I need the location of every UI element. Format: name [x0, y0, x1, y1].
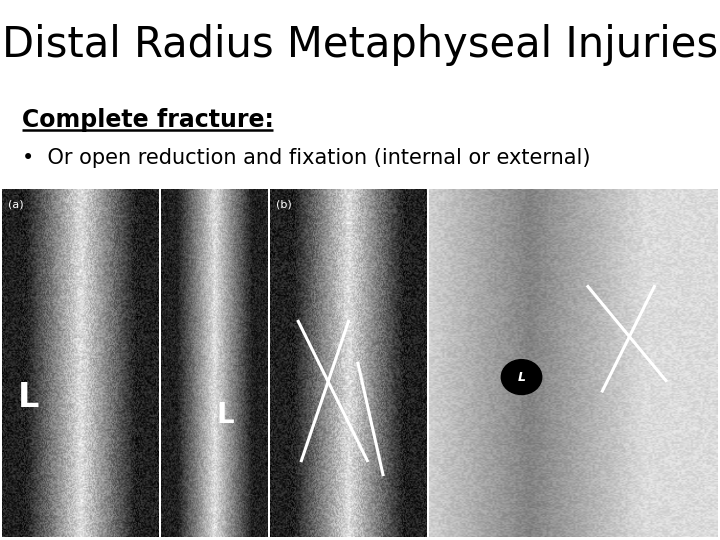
Ellipse shape — [501, 360, 541, 395]
Text: (b): (b) — [276, 199, 292, 210]
Text: L: L — [18, 381, 39, 415]
Text: L: L — [217, 401, 234, 429]
Text: Complete fracture:: Complete fracture: — [22, 108, 274, 132]
Text: •  Or open reduction and fixation (internal or external): • Or open reduction and fixation (intern… — [22, 148, 590, 168]
Text: (a): (a) — [9, 199, 24, 210]
Text: Distal Radius Metaphyseal Injuries: Distal Radius Metaphyseal Injuries — [2, 24, 718, 66]
Text: L: L — [518, 370, 526, 383]
